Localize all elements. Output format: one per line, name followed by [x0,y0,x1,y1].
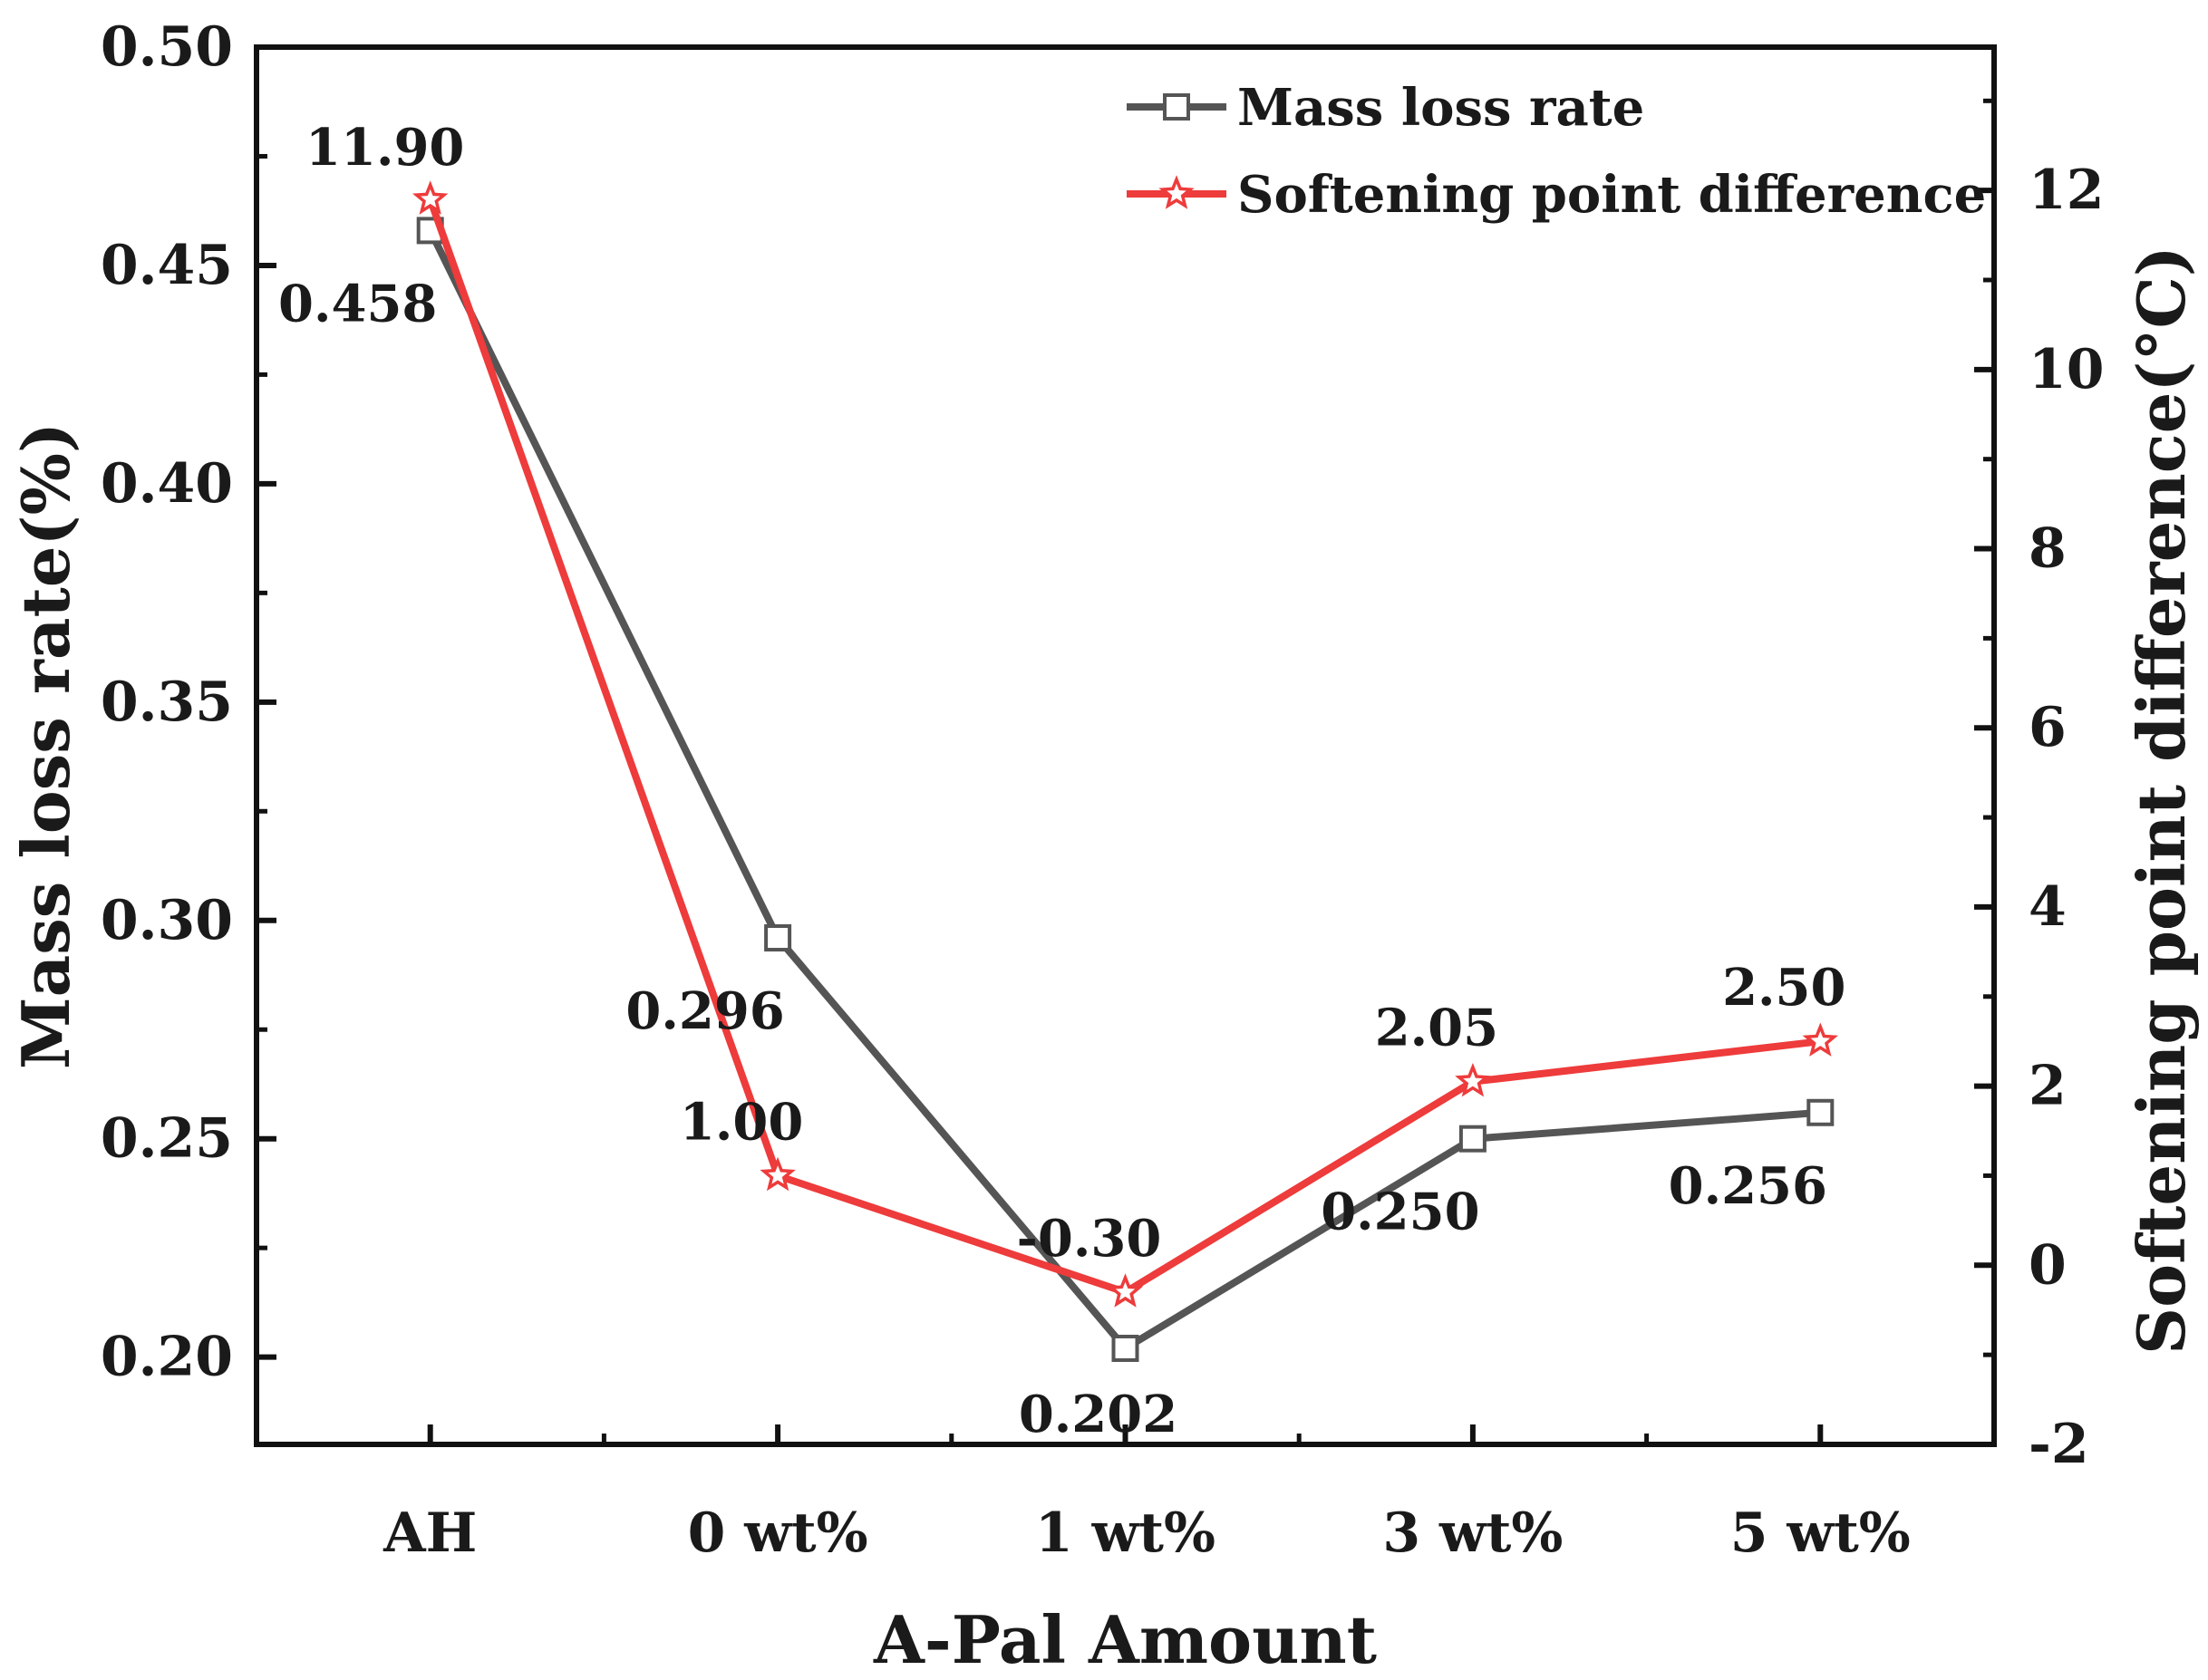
y-right-tick-label: 6 [2029,696,2067,759]
mass-loss-point [764,924,792,952]
x-tick-label: 3 wt% [1382,1501,1563,1565]
mass-loss-data-label: 0.458 [278,274,437,333]
y-left-tick-label: 0.40 [101,452,233,516]
mass-loss-data-label: 0.202 [1019,1385,1177,1444]
softening-diff-data-label: 1.00 [680,1092,803,1152]
y-right-axis-title: Softening point difference(°C) [2123,246,2200,1355]
series [412,180,1838,1362]
x-tick-label: 5 wt% [1730,1501,1911,1565]
y-right-tick-label: 10 [2029,338,2105,401]
mass-loss-point [1806,1098,1835,1126]
y-right-tick-label: 2 [2029,1055,2067,1118]
y-right-tick-label: -2 [2029,1413,2089,1476]
mass-loss-data-label: 0.256 [1669,1156,1827,1216]
softening-diff-data-label: -0.30 [1017,1209,1162,1269]
legend-mass-loss-marker [1163,93,1190,121]
mass-loss-data-label: 0.296 [625,981,784,1041]
data-labels: 0.458 0.296 0.202 0.250 0.256 11.90 1.00 -0.30 2… [278,118,1845,1444]
x-tick-label: AH [383,1501,477,1565]
y-left-tick-label: 0.30 [101,889,233,952]
x-axis-title: A-Pal Amount [873,1601,1377,1678]
y-right-tick-label: 0 [2029,1233,2067,1297]
y-right-tick-label: 12 [2029,159,2105,222]
softening-diff-point [1455,1062,1491,1097]
y-right-tick-label: 4 [2029,875,2067,939]
softening-diff-point [412,180,449,215]
softening-diff-data-label: 11.90 [305,118,464,178]
legend-softening-diff-label: Softening point difference [1237,165,1986,225]
y-left-tick-label: 0.50 [101,15,233,79]
legend: Mass loss rate Softening point difference [1127,78,1986,225]
x-tick-label: 0 wt% [688,1501,868,1565]
softening-diff-data-label: 2.50 [1722,958,1845,1018]
softening-diff-point [760,1156,796,1192]
mass-loss-point [1458,1125,1487,1153]
softening-diff-point [1107,1273,1144,1308]
mass-loss-data-label: 0.250 [1321,1183,1479,1242]
axes: 0.20 0.25 0.30 0.35 0.40 0.45 0.50 -2 0 2 4 6 8 10 12 A… [7,15,2200,1678]
y-left-axis-title: Mass loss rate(%) [7,422,84,1069]
y-right-tick-label: 8 [2029,517,2067,581]
y-left-tick-label: 0.20 [101,1326,233,1389]
legend-mass-loss-label: Mass loss rate [1237,78,1644,138]
y-left-tick-label: 0.45 [101,234,233,297]
softening-diff-data-label: 2.05 [1375,999,1498,1058]
y-left-tick-label: 0.35 [101,671,233,734]
softening-diff-point [1802,1022,1838,1057]
legend-softening-diff-marker [1158,175,1195,209]
y-left-tick-label: 0.25 [101,1107,233,1171]
x-tick-label: 1 wt% [1035,1501,1215,1565]
mass-loss-point [1111,1334,1139,1362]
